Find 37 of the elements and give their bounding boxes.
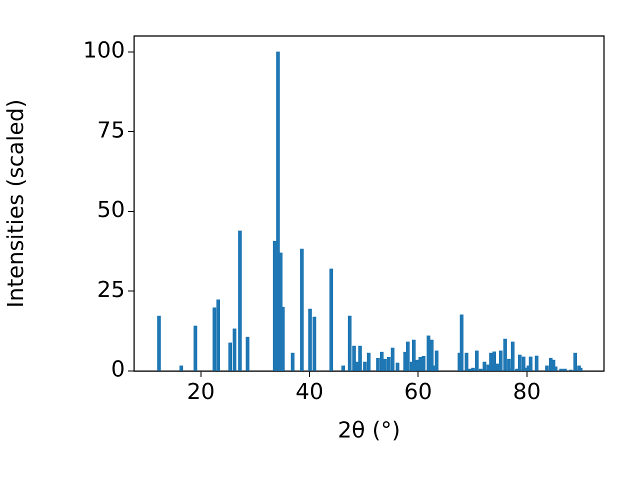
x-tick-label: 60 [404,380,432,405]
bar [518,354,522,371]
x-axis-title: 2θ (°) [338,418,400,444]
bar [179,366,184,371]
y-tick-label: 0 [111,358,125,383]
bar [246,336,250,371]
x-tick-label: 20 [186,380,215,405]
bar [329,268,334,371]
bar [412,340,416,371]
bar [482,362,486,371]
bar [157,316,161,371]
bar [308,308,312,371]
bar [290,352,294,371]
bar [418,356,422,371]
bar [406,342,410,371]
bar [573,352,578,371]
bar [534,356,538,371]
bar [528,356,532,371]
y-tick-label: 100 [83,38,125,64]
bar [194,326,198,371]
x-tick-label: 40 [296,380,324,405]
y-axis-title: Intensities (scaled) [4,99,29,308]
bar [510,342,515,371]
bar [492,352,496,371]
bar [475,350,479,371]
x-tick-label: 80 [512,380,541,405]
bar [341,366,346,371]
bar [276,52,280,371]
bar [503,338,507,371]
bar [300,248,304,371]
bar [348,316,352,371]
y-tick-label: 25 [97,278,125,303]
bar [489,352,493,371]
bar [216,300,220,371]
y-tick-label: 75 [97,118,125,144]
bar [366,352,371,371]
y-tick-label: 50 [97,198,125,224]
